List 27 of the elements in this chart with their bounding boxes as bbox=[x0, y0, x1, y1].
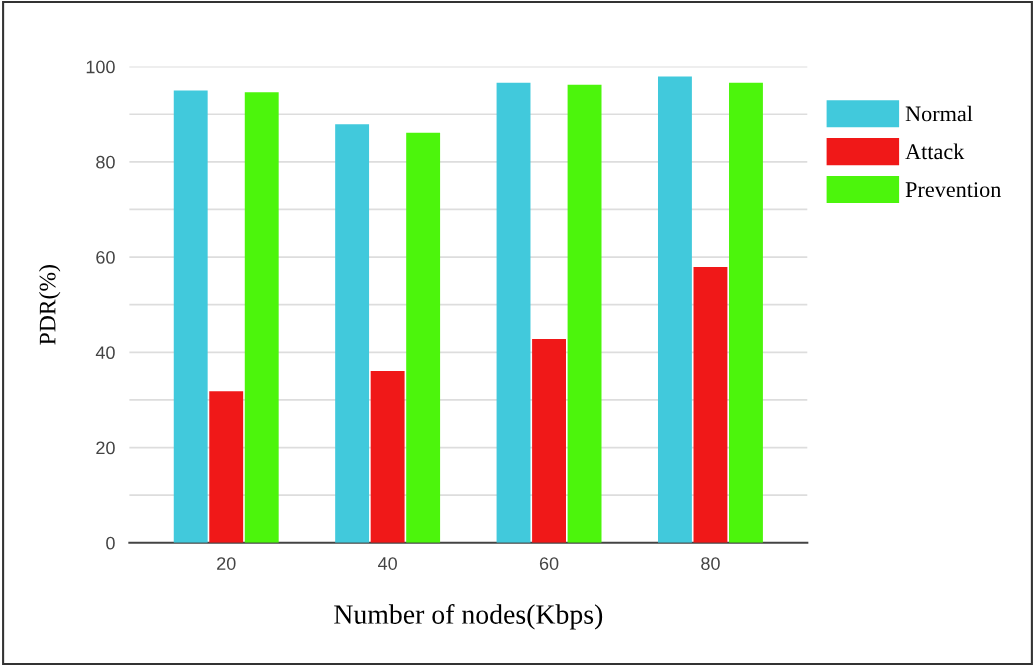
y-tick-label: 0 bbox=[106, 536, 115, 550]
bar bbox=[567, 84, 602, 543]
bar bbox=[658, 76, 692, 543]
y-axis-title: PDR(%) bbox=[38, 265, 61, 345]
x-axis-title: Number of nodes(Kbps) bbox=[334, 604, 603, 630]
bar bbox=[244, 92, 279, 543]
y-tick-label: 40 bbox=[95, 346, 115, 360]
legend-label: Normal bbox=[905, 105, 973, 122]
bar bbox=[729, 82, 763, 543]
x-tick-label: 80 bbox=[701, 557, 720, 570]
x-tick-label: 40 bbox=[378, 557, 397, 570]
bar bbox=[335, 124, 370, 543]
bar bbox=[173, 90, 208, 543]
bar bbox=[406, 132, 441, 543]
y-tick-label: 80 bbox=[96, 155, 115, 169]
y-tick-label: 20 bbox=[96, 441, 115, 455]
bar bbox=[496, 82, 531, 543]
y-tick-label: 60 bbox=[96, 251, 115, 264]
bar bbox=[370, 370, 405, 543]
legend-label: Prevention bbox=[905, 182, 1002, 198]
x-tick-label: 20 bbox=[217, 557, 236, 570]
bar bbox=[532, 338, 566, 543]
x-tick-label: 60 bbox=[539, 557, 559, 570]
legend-label: Attack bbox=[905, 143, 965, 160]
y-tick-label: 100 bbox=[86, 60, 115, 74]
bar bbox=[693, 267, 728, 543]
bar bbox=[209, 391, 244, 543]
